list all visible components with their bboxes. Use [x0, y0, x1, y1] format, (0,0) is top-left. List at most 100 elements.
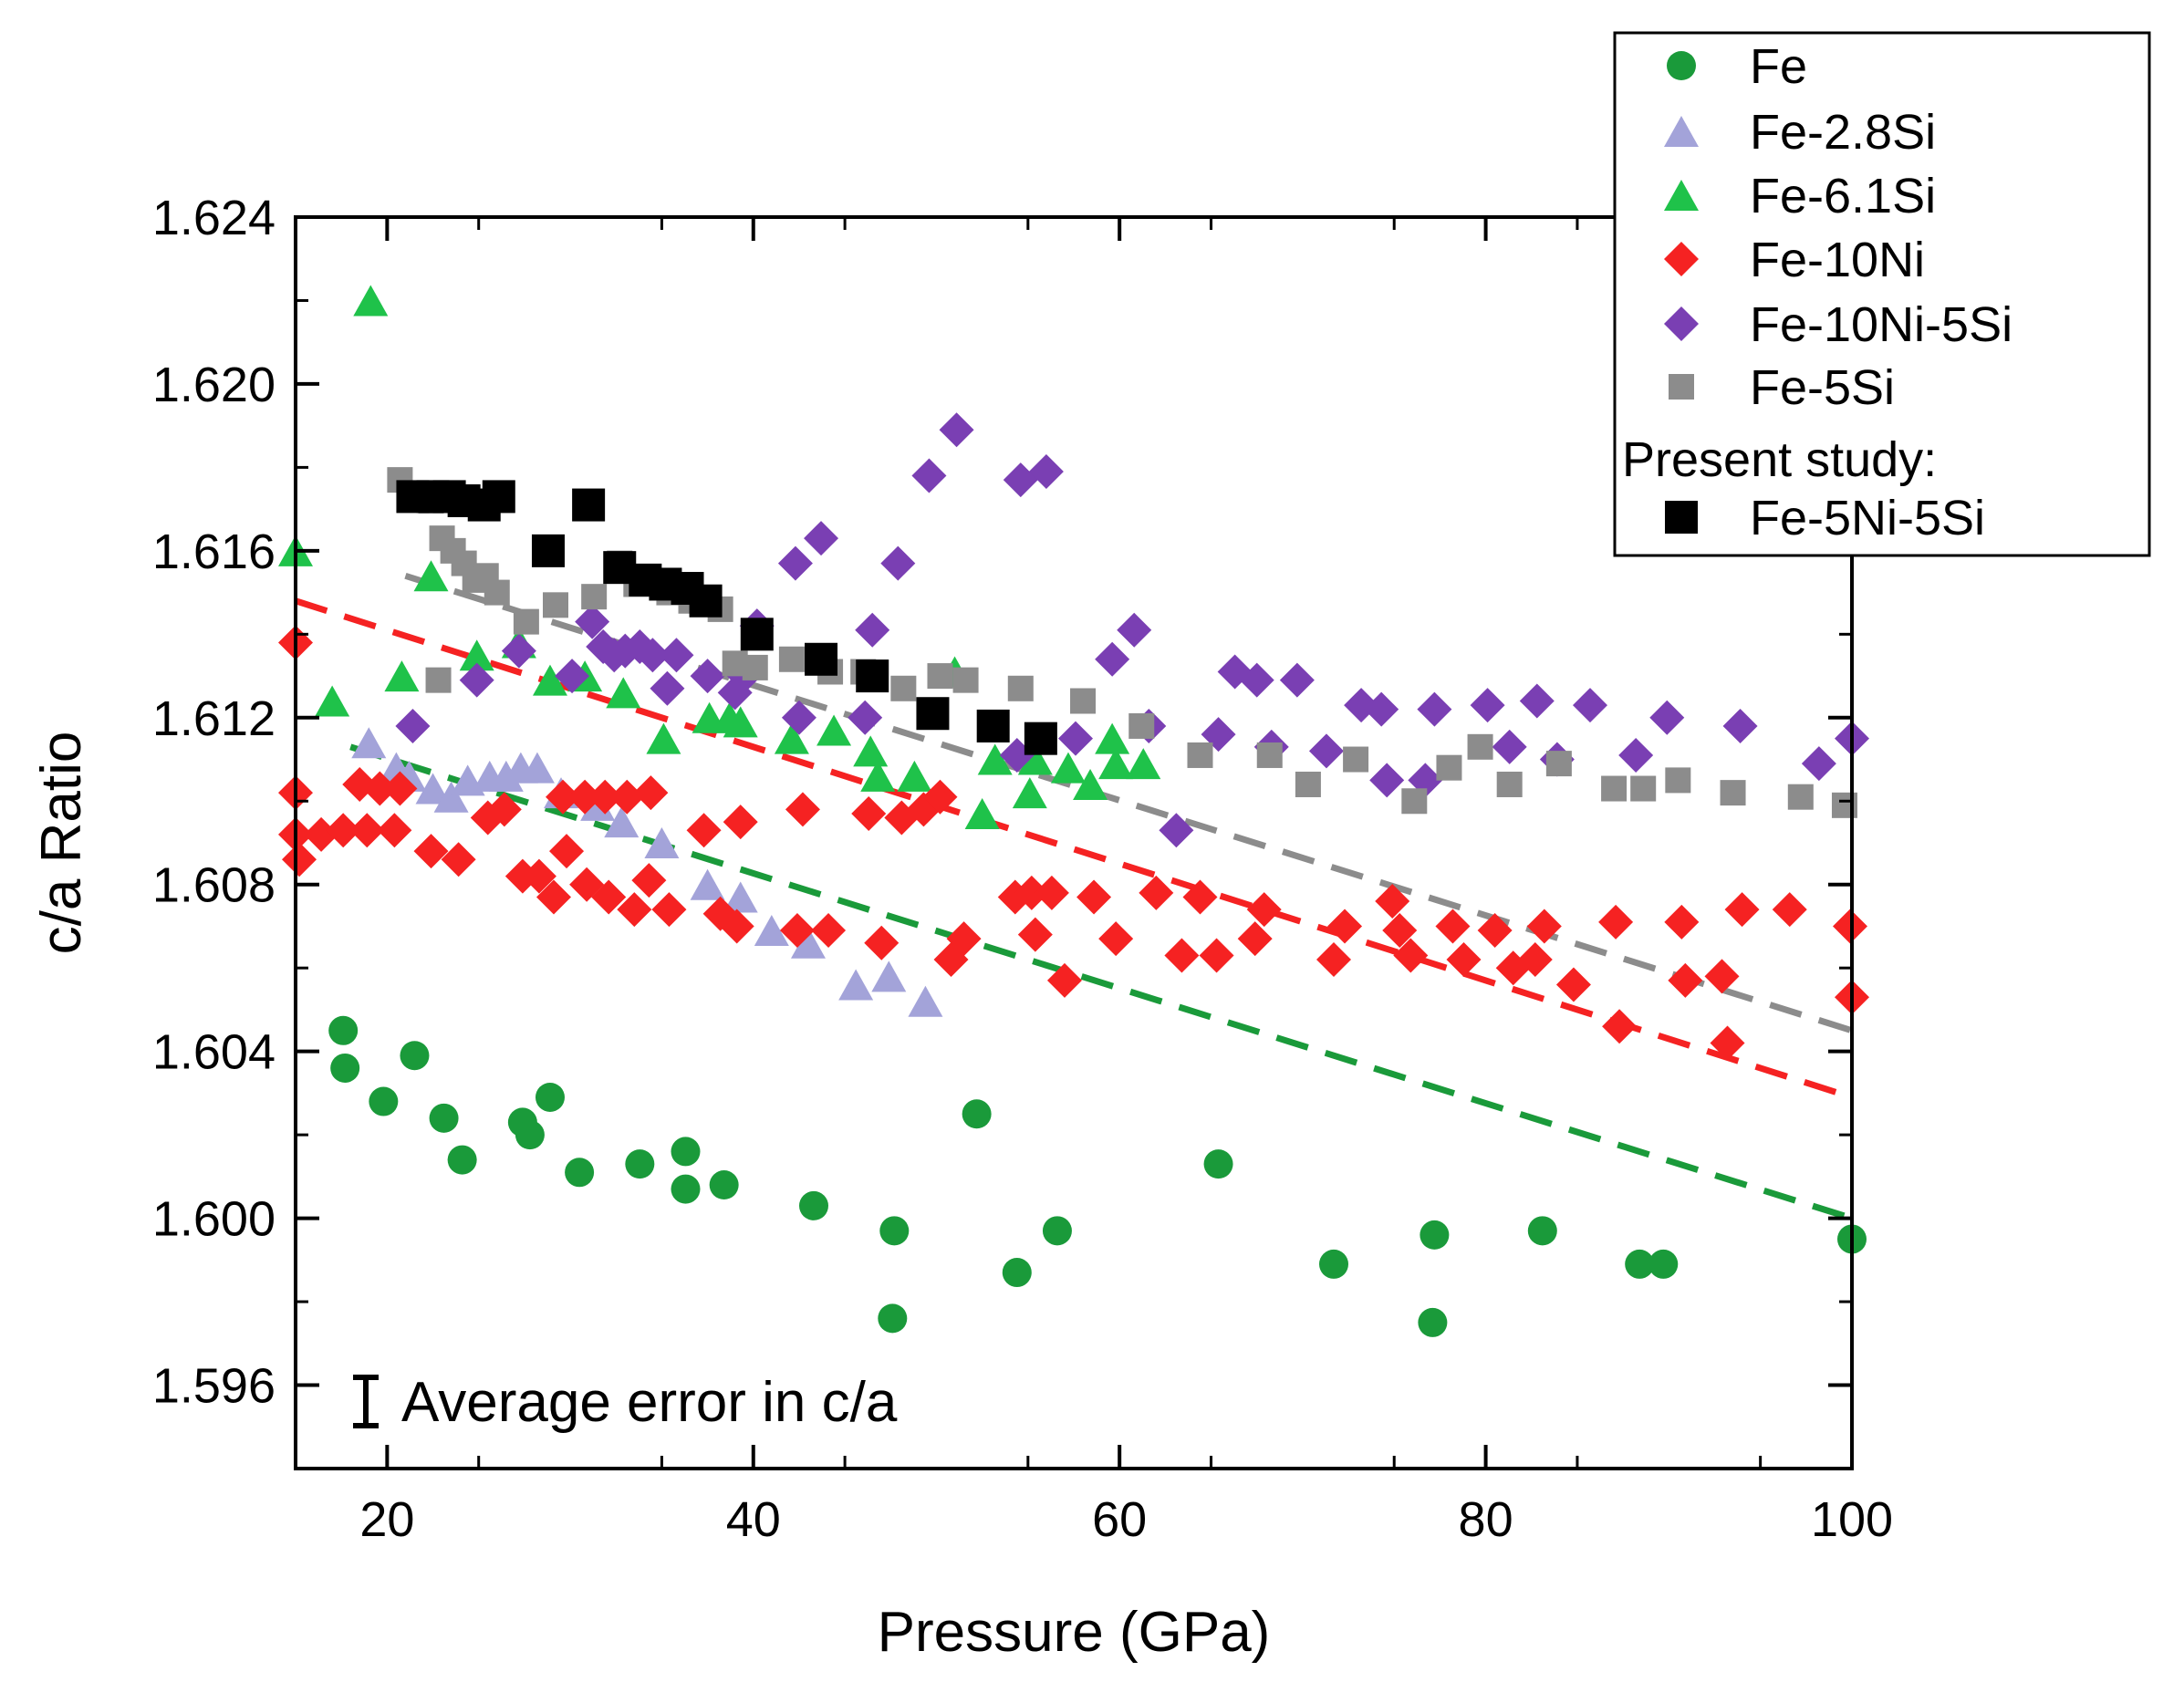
fe-2-8si-point [604, 806, 640, 838]
fe-point [879, 1216, 910, 1246]
fe-point [1319, 1249, 1349, 1279]
fe-legend-marker [1667, 51, 1696, 80]
fe-10ni-point [546, 779, 581, 815]
fe-10ni-point [1704, 959, 1740, 994]
fe-10ni-5si-point [911, 458, 947, 493]
y-tick-label: 1.616 [152, 524, 276, 579]
fe-10ni-point [1375, 884, 1410, 919]
fe-5si-point [1787, 784, 1814, 810]
fe-6-1si-point [774, 722, 809, 754]
fe-6-1si-point [1098, 748, 1134, 780]
legend-entries: Fe Fe-2.8Si Fe-6.1Si Fe-10Ni Fe-10Ni-5Si Fe-5… [1664, 39, 2012, 545]
fe-10ni-5si-point [575, 604, 610, 639]
fe-2-8si-point [488, 760, 524, 792]
legend-label-fe-5ni-5si: Fe-5Ni-5Si [1750, 491, 1985, 545]
y-tick-label: 1.624 [152, 191, 276, 245]
fe-point [565, 1158, 595, 1188]
x-tick-label: 40 [726, 1492, 781, 1547]
fe-10ni-point [1517, 942, 1553, 978]
fe-5si-point [1601, 775, 1628, 802]
y-tick-label: 1.596 [152, 1359, 276, 1414]
fe-5si-point [1630, 775, 1657, 802]
fe-series [328, 1015, 1867, 1337]
fe-5si-point [742, 654, 768, 680]
fe-10ni-point [1832, 908, 1867, 944]
fe-2-8si-point [723, 881, 758, 913]
legend-label-fe-10ni: Fe-10Ni [1750, 233, 1925, 287]
fe-5si-point [1187, 742, 1213, 768]
fe-10ni-5si-point [1117, 612, 1152, 648]
fe-5si-point [1436, 754, 1462, 781]
fe-5ni-5si-point [482, 480, 515, 514]
fe-10ni-point [922, 779, 958, 815]
fe-point [1042, 1216, 1072, 1246]
fe-6-1si-point [1017, 743, 1053, 775]
fe-point [1002, 1258, 1032, 1288]
fe-6-1si-point [1095, 722, 1130, 754]
fe-10ni-point [1034, 875, 1069, 910]
fe-10ni-point [1772, 892, 1807, 928]
legend: Fe Fe-2.8Si Fe-6.1Si Fe-10Ni Fe-10Ni-5Si Fe-5… [1613, 31, 2151, 557]
y-tick-label: 1.604 [152, 1025, 276, 1080]
fe-10ni-point [1710, 1025, 1745, 1061]
fe-10ni-point [1014, 875, 1049, 910]
fe-5si-series [387, 467, 1857, 818]
fe-6-1si-point [413, 560, 449, 592]
fe-10ni-point [617, 892, 652, 928]
fe-5ni-5si-point [976, 709, 1010, 742]
fe-point [709, 1170, 739, 1200]
fe-10ni-5si-point [855, 612, 890, 648]
fe-point [369, 1086, 399, 1116]
fe-5si-point [1128, 712, 1155, 739]
y-axis-label: c/a Ratio [30, 732, 93, 955]
fe-6-1si-point [860, 760, 896, 792]
fe-6-1si-point [964, 797, 1000, 829]
x-tick-label: 80 [1459, 1492, 1513, 1547]
fe-10ni-5si-point [880, 545, 916, 581]
fe-point [1625, 1249, 1655, 1279]
fe-10ni-point [326, 813, 361, 848]
fe-5si-point [1545, 751, 1572, 777]
fe-10ni-5si-point [650, 670, 685, 706]
fe-5ni-5si-point [740, 618, 774, 651]
fe-5si-point [1401, 788, 1428, 815]
fe-10ni-point [382, 771, 418, 806]
fe-10ni-point [441, 842, 476, 877]
y-tick-label: 1.620 [152, 358, 276, 412]
fe-10ni-point [1446, 942, 1482, 978]
fe-2-8si-point [519, 752, 555, 784]
fe-10ni-point [1046, 962, 1082, 998]
fe-10ni-5si-point [777, 545, 813, 581]
fe-10ni-5si-point [1028, 453, 1064, 489]
fe-point [1420, 1220, 1450, 1250]
x-axis-label: Pressure (GPa) [878, 1601, 1271, 1664]
fe-2-8si-point [754, 915, 789, 947]
fe-10ni-5si-point [1159, 813, 1194, 848]
fe-point [1203, 1149, 1233, 1179]
fe-10ni-point [864, 925, 900, 960]
fe-10ni-5si-point [1364, 691, 1399, 727]
fe-10ni-5si-point [1572, 688, 1607, 723]
fe-6-1si-point [1126, 748, 1161, 780]
fe-5ni-5si-point [916, 697, 950, 731]
fe-10ni-5si-point [804, 521, 839, 556]
fe-10ni-point [946, 921, 982, 957]
legend-label-fe-2-8si: Fe-2.8Si [1750, 105, 1936, 160]
fe-6-1si-legend-marker [1664, 180, 1699, 211]
fe-point [447, 1145, 477, 1175]
fe-10ni-5si-point [459, 662, 494, 698]
fe-2-8si-series [351, 727, 943, 1017]
fe-10ni-5si-point [848, 700, 883, 735]
fe-6-1si-point [646, 722, 681, 754]
fe-2-8si-point [908, 985, 943, 1017]
fe-point [515, 1120, 545, 1150]
fe-10ni-point [1017, 917, 1053, 952]
fe-point [1648, 1249, 1679, 1279]
fe-6-1si-point [723, 706, 758, 738]
fe-10ni-point [1555, 967, 1591, 1002]
fe-5ni-5si-point [805, 642, 838, 676]
fe-10ni-point [651, 892, 687, 928]
fe-10ni-5si-point [1095, 641, 1130, 677]
fe-6-1si-point [977, 743, 1013, 775]
fe-2-8si-point [351, 727, 387, 759]
